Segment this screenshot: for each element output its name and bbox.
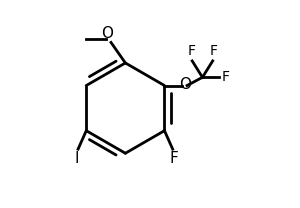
Text: F: F <box>222 70 230 84</box>
Text: O: O <box>101 26 113 41</box>
Text: O: O <box>179 77 191 92</box>
Text: F: F <box>210 44 218 58</box>
Text: F: F <box>169 151 178 166</box>
Text: I: I <box>75 151 79 166</box>
Text: F: F <box>187 44 195 58</box>
